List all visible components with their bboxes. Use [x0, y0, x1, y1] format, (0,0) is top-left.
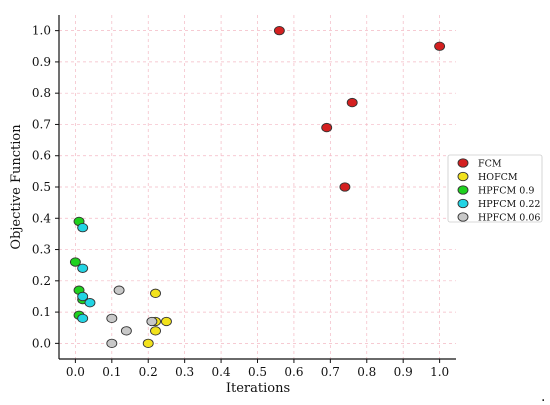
x-tick-label: 0.6 [284, 365, 303, 379]
point-fcm [434, 41, 446, 51]
point-fcm [321, 122, 333, 133]
y-tick-label: 0.3 [32, 243, 51, 257]
legend-frame [447, 154, 543, 223]
x-tick-label: 1.0 [430, 365, 449, 379]
legend-marker-fcm [457, 158, 469, 168]
point-fcm [346, 97, 358, 108]
x-axis-label: Iterations [226, 381, 290, 396]
point-hofcm [142, 338, 154, 349]
legend-label-hpfcm-0-9: HPFCM 0.9 [478, 186, 534, 197]
legend-label-hpfcm-0-06: HPFCM 0.06 [478, 213, 540, 224]
y-tick-label: 0.4 [32, 211, 51, 225]
y-tick-label: 0.7 [32, 117, 51, 131]
x-tick-label: 0.4 [212, 365, 231, 379]
legend-marker-hpfcm-0-9 [457, 185, 469, 195]
y-tick-label: 0.6 [32, 149, 51, 163]
point-fcm [273, 25, 285, 36]
y-axis-label: Objective Function [9, 124, 24, 250]
y-tick-labels: 0.0 0.1 0.2 0.3 0.4 0.5 0.6 0.7 0.8 0.9 1.0 [32, 24, 51, 351]
legend-marker-hpfcm-0-06 [457, 212, 469, 222]
legend-label-hofcm: HOFCM [478, 172, 518, 183]
x-tick-label: 0.1 [102, 365, 121, 379]
point-hpfcm-0-22 [77, 263, 89, 273]
point-hofcm [160, 316, 172, 327]
x-tick-label: 0.9 [394, 365, 413, 379]
x-tick-label: 0.8 [357, 365, 376, 379]
y-tick-label: 0.8 [32, 86, 51, 100]
y-tick-label: 0.9 [32, 55, 51, 69]
trailing-period: . [541, 389, 546, 405]
legend-label-hpfcm-0-22: HPFCM 0.22 [478, 199, 540, 210]
x-tick-label: 0.0 [66, 365, 85, 379]
x-tick-label: 0.2 [139, 365, 158, 379]
legend-marker-hofcm [457, 171, 469, 182]
x-tick-labels: 0.0 0.1 0.2 0.3 0.4 0.5 0.6 0.7 0.8 0.9 1.0 [66, 365, 449, 379]
point-hpfcm-0-22 [77, 313, 89, 323]
y-tick-label: 0.5 [32, 180, 51, 194]
point-hpfcm-0-9 [69, 257, 81, 267]
point-hpfcm-0-06 [106, 313, 118, 323]
axes [55, 15, 456, 363]
legend-label-fcm: FCM [478, 159, 502, 170]
grid [59, 15, 456, 359]
legend: FCM HOFCM HPFCM 0.9 HPFCM 0.22 HPFCM 0.06 [447, 154, 543, 224]
x-tick-label: 0.3 [175, 365, 194, 379]
point-hpfcm-0-22 [77, 223, 89, 233]
point-hpfcm-0-06 [120, 326, 132, 336]
point-hofcm [150, 326, 161, 336]
point-fcm [339, 182, 351, 192]
x-tick-label: 0.7 [321, 365, 340, 379]
point-hpfcm-0-06 [106, 338, 118, 349]
data-points [69, 25, 446, 349]
y-tick-label: 1.0 [32, 24, 51, 38]
point-hpfcm-0-22 [77, 291, 89, 302]
point-hofcm [150, 288, 161, 298]
x-tick-label: 0.5 [248, 365, 267, 379]
legend-marker-hpfcm-0-22 [457, 198, 469, 209]
point-hpfcm-0-06 [113, 285, 125, 295]
y-tick-label: 0.1 [32, 305, 51, 319]
point-hpfcm-0-22 [84, 298, 96, 308]
point-hpfcm-0-06 [146, 316, 158, 327]
y-tick-label: 0.0 [32, 336, 51, 350]
y-tick-label: 0.2 [32, 274, 51, 288]
